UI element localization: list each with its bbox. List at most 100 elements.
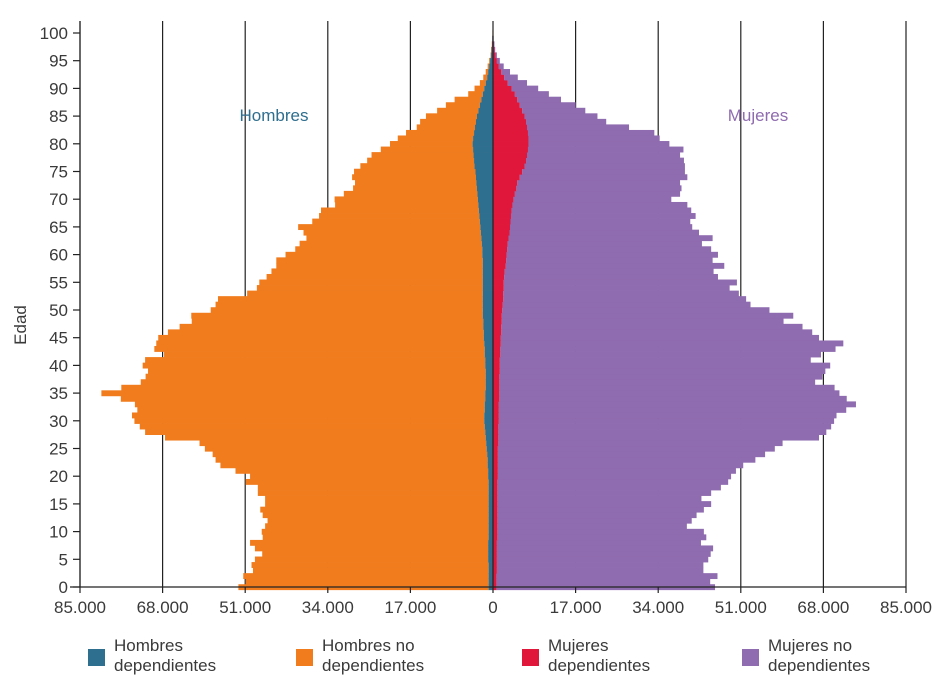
- bar-mujeres-dependientes-age-50: [493, 307, 503, 314]
- bar-hombres-dependientes-age-3: [488, 567, 493, 574]
- bar-hombres-no-dependientes-age-51: [215, 301, 483, 308]
- bar-mujeres-dependientes-age-58: [493, 262, 506, 269]
- x-tick-label: 68.000: [137, 598, 189, 617]
- bar-hombres-no-dependientes-age-48: [191, 318, 484, 325]
- bar-mujeres-no-dependientes-age-89: [514, 91, 549, 98]
- bar-mujeres-dependientes-age-7: [493, 545, 497, 552]
- bar-mujeres-no-dependientes-age-46: [501, 329, 813, 336]
- bar-hombres-dependientes-age-70: [477, 196, 493, 203]
- bar-hombres-no-dependientes-age-62: [299, 240, 482, 247]
- y-tick-label: 0: [59, 578, 68, 597]
- bar-hombres-no-dependientes-age-87: [445, 102, 480, 109]
- bar-hombres-dependientes-age-24: [487, 451, 493, 458]
- bar-hombres-no-dependientes-age-24: [212, 451, 488, 458]
- bar-hombres-dependientes-age-95: [490, 57, 493, 64]
- bar-hombres-dependientes-age-90: [484, 85, 493, 92]
- bar-mujeres-dependientes-age-5: [493, 556, 497, 563]
- bar-mujeres-dependientes-age-52: [493, 296, 504, 303]
- bar-hombres-dependientes-age-54: [482, 285, 493, 291]
- bar-mujeres-no-dependientes-age-32: [498, 406, 847, 413]
- bar-mujeres-dependientes-age-27: [493, 434, 499, 441]
- bar-mujeres-no-dependientes-age-47: [501, 323, 803, 330]
- bar-hombres-dependientes-age-44: [484, 340, 493, 347]
- y-tick-label: 100: [40, 24, 68, 43]
- bar-mujeres-dependientes-age-90: [493, 85, 512, 92]
- bar-hombres-dependientes-age-78: [473, 152, 493, 158]
- bar-hombres-no-dependientes-age-8: [250, 539, 489, 546]
- bar-hombres-no-dependientes-age-93: [485, 69, 489, 75]
- bar-mujeres-dependientes-age-94: [493, 63, 499, 70]
- y-tick-label: 70: [49, 190, 68, 209]
- bar-mujeres-no-dependientes-age-86: [522, 107, 586, 114]
- bar-hombres-dependientes-age-97: [491, 46, 493, 53]
- bar-hombres-no-dependientes-age-41: [145, 357, 486, 363]
- bar-mujeres-no-dependientes-age-97: [494, 46, 496, 53]
- bar-hombres-no-dependientes-age-53: [247, 290, 483, 297]
- bar-mujeres-dependientes-age-32: [493, 406, 499, 413]
- bar-hombres-dependientes-age-34: [485, 395, 493, 402]
- bar-mujeres-dependientes-age-75: [493, 168, 523, 175]
- bar-mujeres-no-dependientes-age-26: [498, 440, 783, 447]
- bar-hombres-no-dependientes-age-94: [487, 63, 490, 70]
- legend: Hombres dependientes Hombres no dependie…: [0, 636, 948, 687]
- bar-hombres-no-dependientes-age-9: [262, 534, 489, 541]
- bar-mujeres-no-dependientes-age-88: [517, 96, 562, 103]
- bar-mujeres-dependientes-age-28: [493, 429, 499, 435]
- bar-mujeres-no-dependientes-age-78: [527, 152, 681, 158]
- bar-mujeres-no-dependientes-age-63: [508, 235, 713, 242]
- bar-mujeres-no-dependientes-age-67: [510, 213, 696, 219]
- bar-hombres-no-dependientes-age-15: [265, 501, 489, 508]
- bar-mujeres-no-dependientes-age-66: [510, 218, 691, 225]
- bar-mujeres-no-dependientes-age-28: [498, 429, 827, 435]
- bar-hombres-dependientes-age-88: [481, 96, 493, 103]
- bar-mujeres-no-dependientes-age-62: [507, 240, 702, 247]
- bar-mujeres-dependientes-age-3: [493, 567, 497, 574]
- x-tick-label: 34.000: [302, 598, 354, 617]
- bar-hombres-dependientes-age-51: [482, 301, 493, 308]
- bar-mujeres-no-dependientes-age-5: [496, 556, 709, 563]
- x-tick-label: 17.000: [384, 598, 436, 617]
- bar-hombres-dependientes-age-82: [474, 129, 493, 136]
- bar-hombres-no-dependientes-age-55: [259, 279, 483, 286]
- y-tick-label: 10: [49, 523, 68, 542]
- bar-mujeres-no-dependientes-age-40: [499, 362, 831, 369]
- bar-hombres-dependientes-age-1: [488, 578, 493, 585]
- bar-hombres-dependientes-age-96: [491, 52, 493, 59]
- bar-hombres-dependientes-age-59: [482, 257, 493, 264]
- bar-mujeres-dependientes-age-11: [493, 523, 498, 530]
- bar-hombres-dependientes-age-30: [484, 418, 493, 424]
- bar-mujeres-no-dependientes-age-91: [507, 80, 528, 86]
- bar-hombres-no-dependientes-age-67: [319, 213, 480, 219]
- bar-mujeres-no-dependientes-age-9: [497, 534, 707, 541]
- x-tick-label: 51.000: [219, 598, 271, 617]
- bar-hombres-dependientes-age-79: [473, 146, 493, 153]
- bar-mujeres-no-dependientes-age-14: [497, 506, 704, 513]
- x-tick-label: 85.000: [880, 598, 932, 617]
- bar-mujeres-no-dependientes-age-11: [497, 523, 687, 530]
- bar-mujeres-no-dependientes-age-80: [528, 141, 670, 147]
- y-tick-label: 50: [49, 301, 68, 320]
- bar-mujeres-no-dependientes-age-35: [499, 390, 840, 397]
- bar-hombres-dependientes-age-83: [475, 124, 493, 131]
- bar-mujeres-dependientes-age-53: [493, 290, 504, 297]
- bar-mujeres-no-dependientes-age-30: [498, 418, 835, 424]
- x-tick-label: 85.000: [54, 598, 106, 617]
- axes: 85.000 68.000 51.000 34.000 17.000 0 17.000 34.…: [40, 21, 932, 617]
- bar-mujeres-dependientes-age-80: [493, 141, 529, 147]
- population-pyramid-chart: 85.000 68.000 51.000 34.000 17.000 0 17.000 34.…: [11, 21, 932, 617]
- bar-mujeres-dependientes-age-29: [493, 423, 499, 430]
- bar-hombres-dependientes-age-93: [488, 69, 493, 75]
- bar-mujeres-dependientes-age-26: [493, 440, 499, 447]
- bars-layer: [101, 30, 856, 591]
- bar-hombres-dependientes-age-69: [478, 201, 493, 208]
- bar-mujeres-dependientes-age-21: [493, 467, 498, 474]
- bar-hombres-no-dependientes-age-50: [210, 307, 483, 314]
- bar-mujeres-dependientes-age-56: [493, 273, 505, 280]
- legend-label-hombres-dependientes: Hombres dependientes: [114, 636, 217, 675]
- bar-mujeres-dependientes-age-60: [493, 251, 507, 258]
- y-tick-label: 95: [49, 52, 68, 71]
- bar-mujeres-dependientes-age-85: [493, 113, 525, 120]
- y-tick-label: 90: [49, 79, 68, 98]
- bar-mujeres-dependientes-age-83: [493, 124, 528, 131]
- bar-hombres-no-dependientes-age-38: [145, 373, 486, 380]
